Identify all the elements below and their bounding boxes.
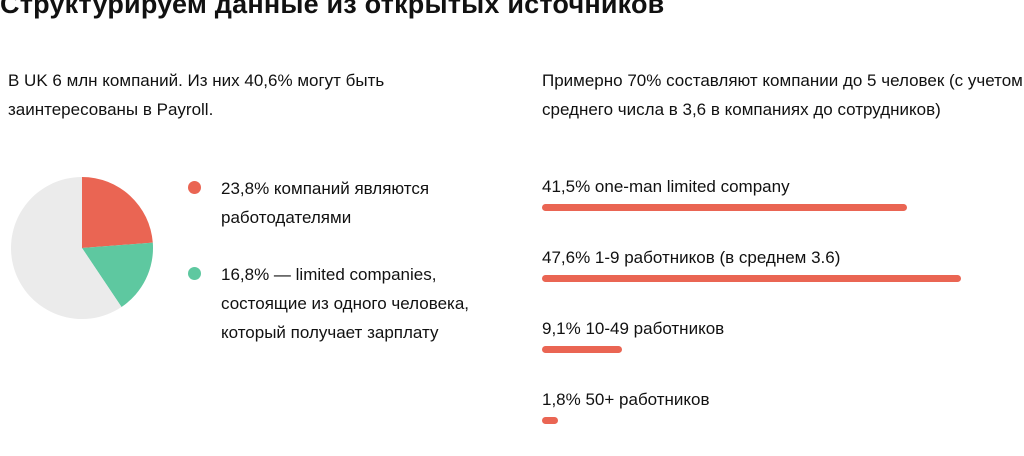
bar: [542, 204, 908, 211]
legend-label-employers: 23,8% компаний являются работодателями: [221, 179, 430, 227]
pie-slice-1: [82, 242, 153, 307]
pie-chart-svg: [10, 177, 153, 319]
bar-row: 1,8% 50+ работников: [542, 385, 1012, 456]
bar-chart: 41,5% one-man limited company 47,6% 1-9 р…: [542, 172, 1012, 456]
bar-label: 41,5% one-man limited company: [542, 177, 790, 196]
pie-slice-0: [82, 177, 153, 248]
legend-item-limited-companies: 16,8% — limited companies, состоящие из …: [188, 260, 518, 347]
bar-track: [542, 275, 982, 282]
page-title: Структурируем данные из открытых источни…: [0, 0, 665, 19]
bar-track: [542, 204, 982, 211]
pie-chart: [9, 175, 155, 321]
legend-dot-green: [188, 267, 201, 280]
bar-label: 1,8% 50+ работников: [542, 390, 710, 409]
right-intro-text: Примерно 70% составляют компании до 5 че…: [542, 71, 1023, 119]
bar-row: 9,1% 10-49 работников: [542, 314, 1012, 385]
bar-track: [542, 346, 982, 353]
bar: [542, 275, 961, 282]
bar-row: 41,5% one-man limited company: [542, 172, 1012, 243]
intro-text: В UK 6 млн компаний. Из них 40,6% могут …: [8, 71, 385, 119]
legend-item-employers: 23,8% компаний являются работодателями: [188, 174, 518, 232]
legend-dot-red: [188, 181, 201, 194]
bar: [542, 346, 623, 353]
bar: [542, 417, 558, 424]
bar-row: 47,6% 1-9 работников (в среднем 3.6): [542, 243, 1012, 314]
bar-label: 47,6% 1-9 работников (в среднем 3.6): [542, 248, 841, 267]
bar-track: [542, 417, 982, 424]
pie-legend: 23,8% компаний являются работодателями 1…: [188, 174, 518, 375]
legend-label-limited-companies: 16,8% — limited companies, состоящие из …: [221, 265, 470, 342]
pie-slice-2: [10, 177, 122, 319]
bar-label: 9,1% 10-49 работников: [542, 319, 725, 338]
